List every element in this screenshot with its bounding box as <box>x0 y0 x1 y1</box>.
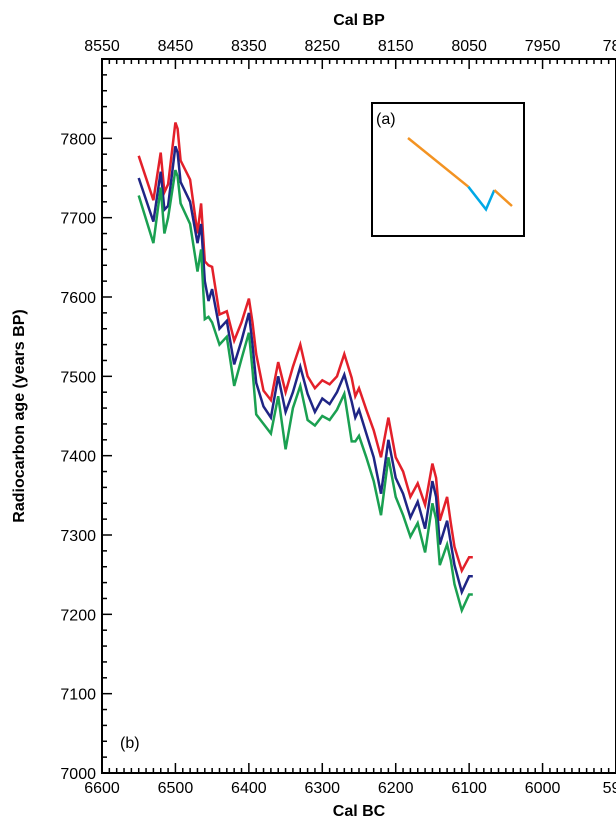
x-tick-label: 6000 <box>525 780 561 797</box>
x2-axis-ticks: 8550 8450 8350 8250 8150 8050 7950 785 <box>84 38 616 69</box>
x2-tick-label: 8150 <box>378 38 414 55</box>
x-tick-label: 590 <box>603 780 616 797</box>
y-tick-label: 7500 <box>60 369 96 386</box>
x2-tick-label: 8050 <box>451 38 487 55</box>
x-tick-label: 6500 <box>158 780 194 797</box>
y-tick-label: 7300 <box>60 528 96 545</box>
panel-label: (b) <box>120 735 140 752</box>
x-tick-label: 6100 <box>451 780 487 797</box>
y-tick-label: 7600 <box>60 290 96 307</box>
x-axis-ticks: 6600650064006300620061006000590 <box>84 763 616 797</box>
y-tick-label: 7700 <box>60 211 96 228</box>
x-tick-label: 6300 <box>304 780 340 797</box>
inset-panel-label: (a) <box>376 111 396 128</box>
y-tick-label: 7200 <box>60 607 96 624</box>
x2-tick-label: 785 <box>603 38 616 55</box>
y-axis-title: Radiocarbon age (years BP) <box>11 309 28 522</box>
y-tick-label: 7100 <box>60 687 96 704</box>
y-tick-label: 7800 <box>60 131 96 148</box>
x2-tick-label: 8550 <box>84 38 120 55</box>
y-axis-ticks: 7000 7100 7200 7300 7400 7500 7600 7700 7800 <box>60 59 112 783</box>
x-axis-title: Cal BC <box>333 803 386 820</box>
y-tick-label: 7400 <box>60 449 96 466</box>
x2-tick-label: 8450 <box>158 38 194 55</box>
x2-tick-label: 8250 <box>304 38 340 55</box>
x2-axis-title: Cal BP <box>333 12 385 29</box>
y-tick-label: 7000 <box>60 766 96 783</box>
x-tick-label: 6200 <box>378 780 414 797</box>
x-tick-label: 6400 <box>231 780 267 797</box>
x2-tick-label: 8350 <box>231 38 267 55</box>
x2-tick-label: 7950 <box>525 38 561 55</box>
